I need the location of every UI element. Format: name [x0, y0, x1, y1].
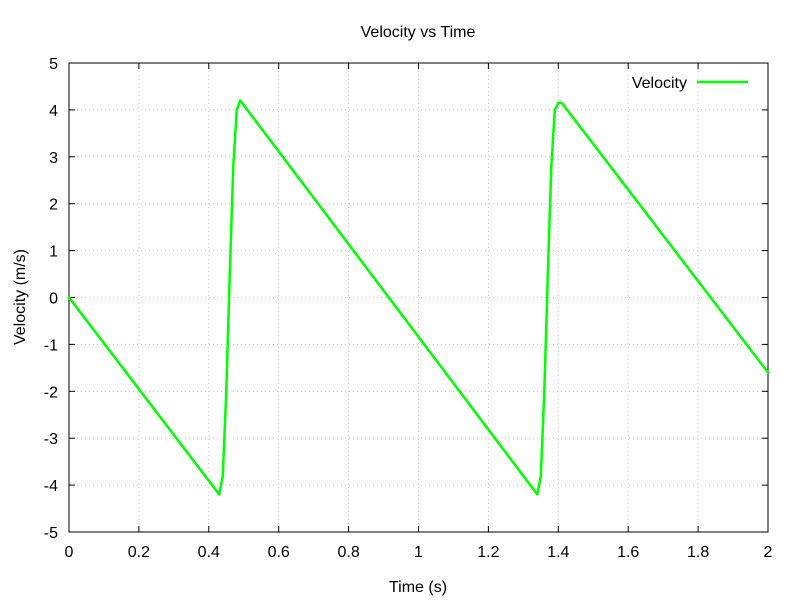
x-tick-label: 1.6 — [617, 544, 639, 561]
axis-ticks — [68, 62, 769, 533]
y-tick-label: -1 — [44, 337, 58, 354]
x-tick-label: 1 — [414, 544, 423, 561]
x-tick-label: 0.4 — [198, 544, 220, 561]
x-tick-label: 0.6 — [268, 544, 290, 561]
chart-title: Velocity vs Time — [361, 24, 476, 41]
grid — [69, 63, 768, 532]
y-axis-label: Velocity (m/s) — [12, 249, 29, 345]
x-tick-label: 2 — [764, 544, 773, 561]
x-tick-label: 1.2 — [477, 544, 499, 561]
legend: Velocity — [632, 75, 748, 92]
y-tick-label: 4 — [49, 103, 58, 120]
y-tick-label: -2 — [44, 384, 58, 401]
y-tick-label: 5 — [49, 56, 58, 73]
y-tick-label: -5 — [44, 525, 58, 542]
y-tick-label: 2 — [49, 197, 58, 214]
y-tick-label: -3 — [44, 431, 58, 448]
y-tick-label: 0 — [49, 291, 58, 308]
x-tick-label: 0 — [65, 544, 74, 561]
x-tick-label: 1.4 — [547, 544, 569, 561]
y-tick-label: 3 — [49, 150, 58, 167]
series-line-velocity — [67, 99, 770, 496]
x-tick-label: 0.8 — [337, 544, 359, 561]
legend-label: Velocity — [632, 75, 687, 92]
y-tick-label: 1 — [49, 244, 58, 261]
y-tick-labels: -5 -4 -3 -2 -1 0 1 2 3 4 5 — [44, 56, 58, 542]
y-tick-label: -4 — [44, 478, 58, 495]
x-tick-label: 0.2 — [128, 544, 150, 561]
x-tick-labels: 0 0.2 0.4 0.6 0.8 1 1.2 1.4 1.6 1.8 2 — [65, 544, 773, 561]
series-layer — [67, 99, 770, 496]
x-axis-label: Time (s) — [389, 579, 447, 596]
x-tick-label: 1.8 — [687, 544, 709, 561]
